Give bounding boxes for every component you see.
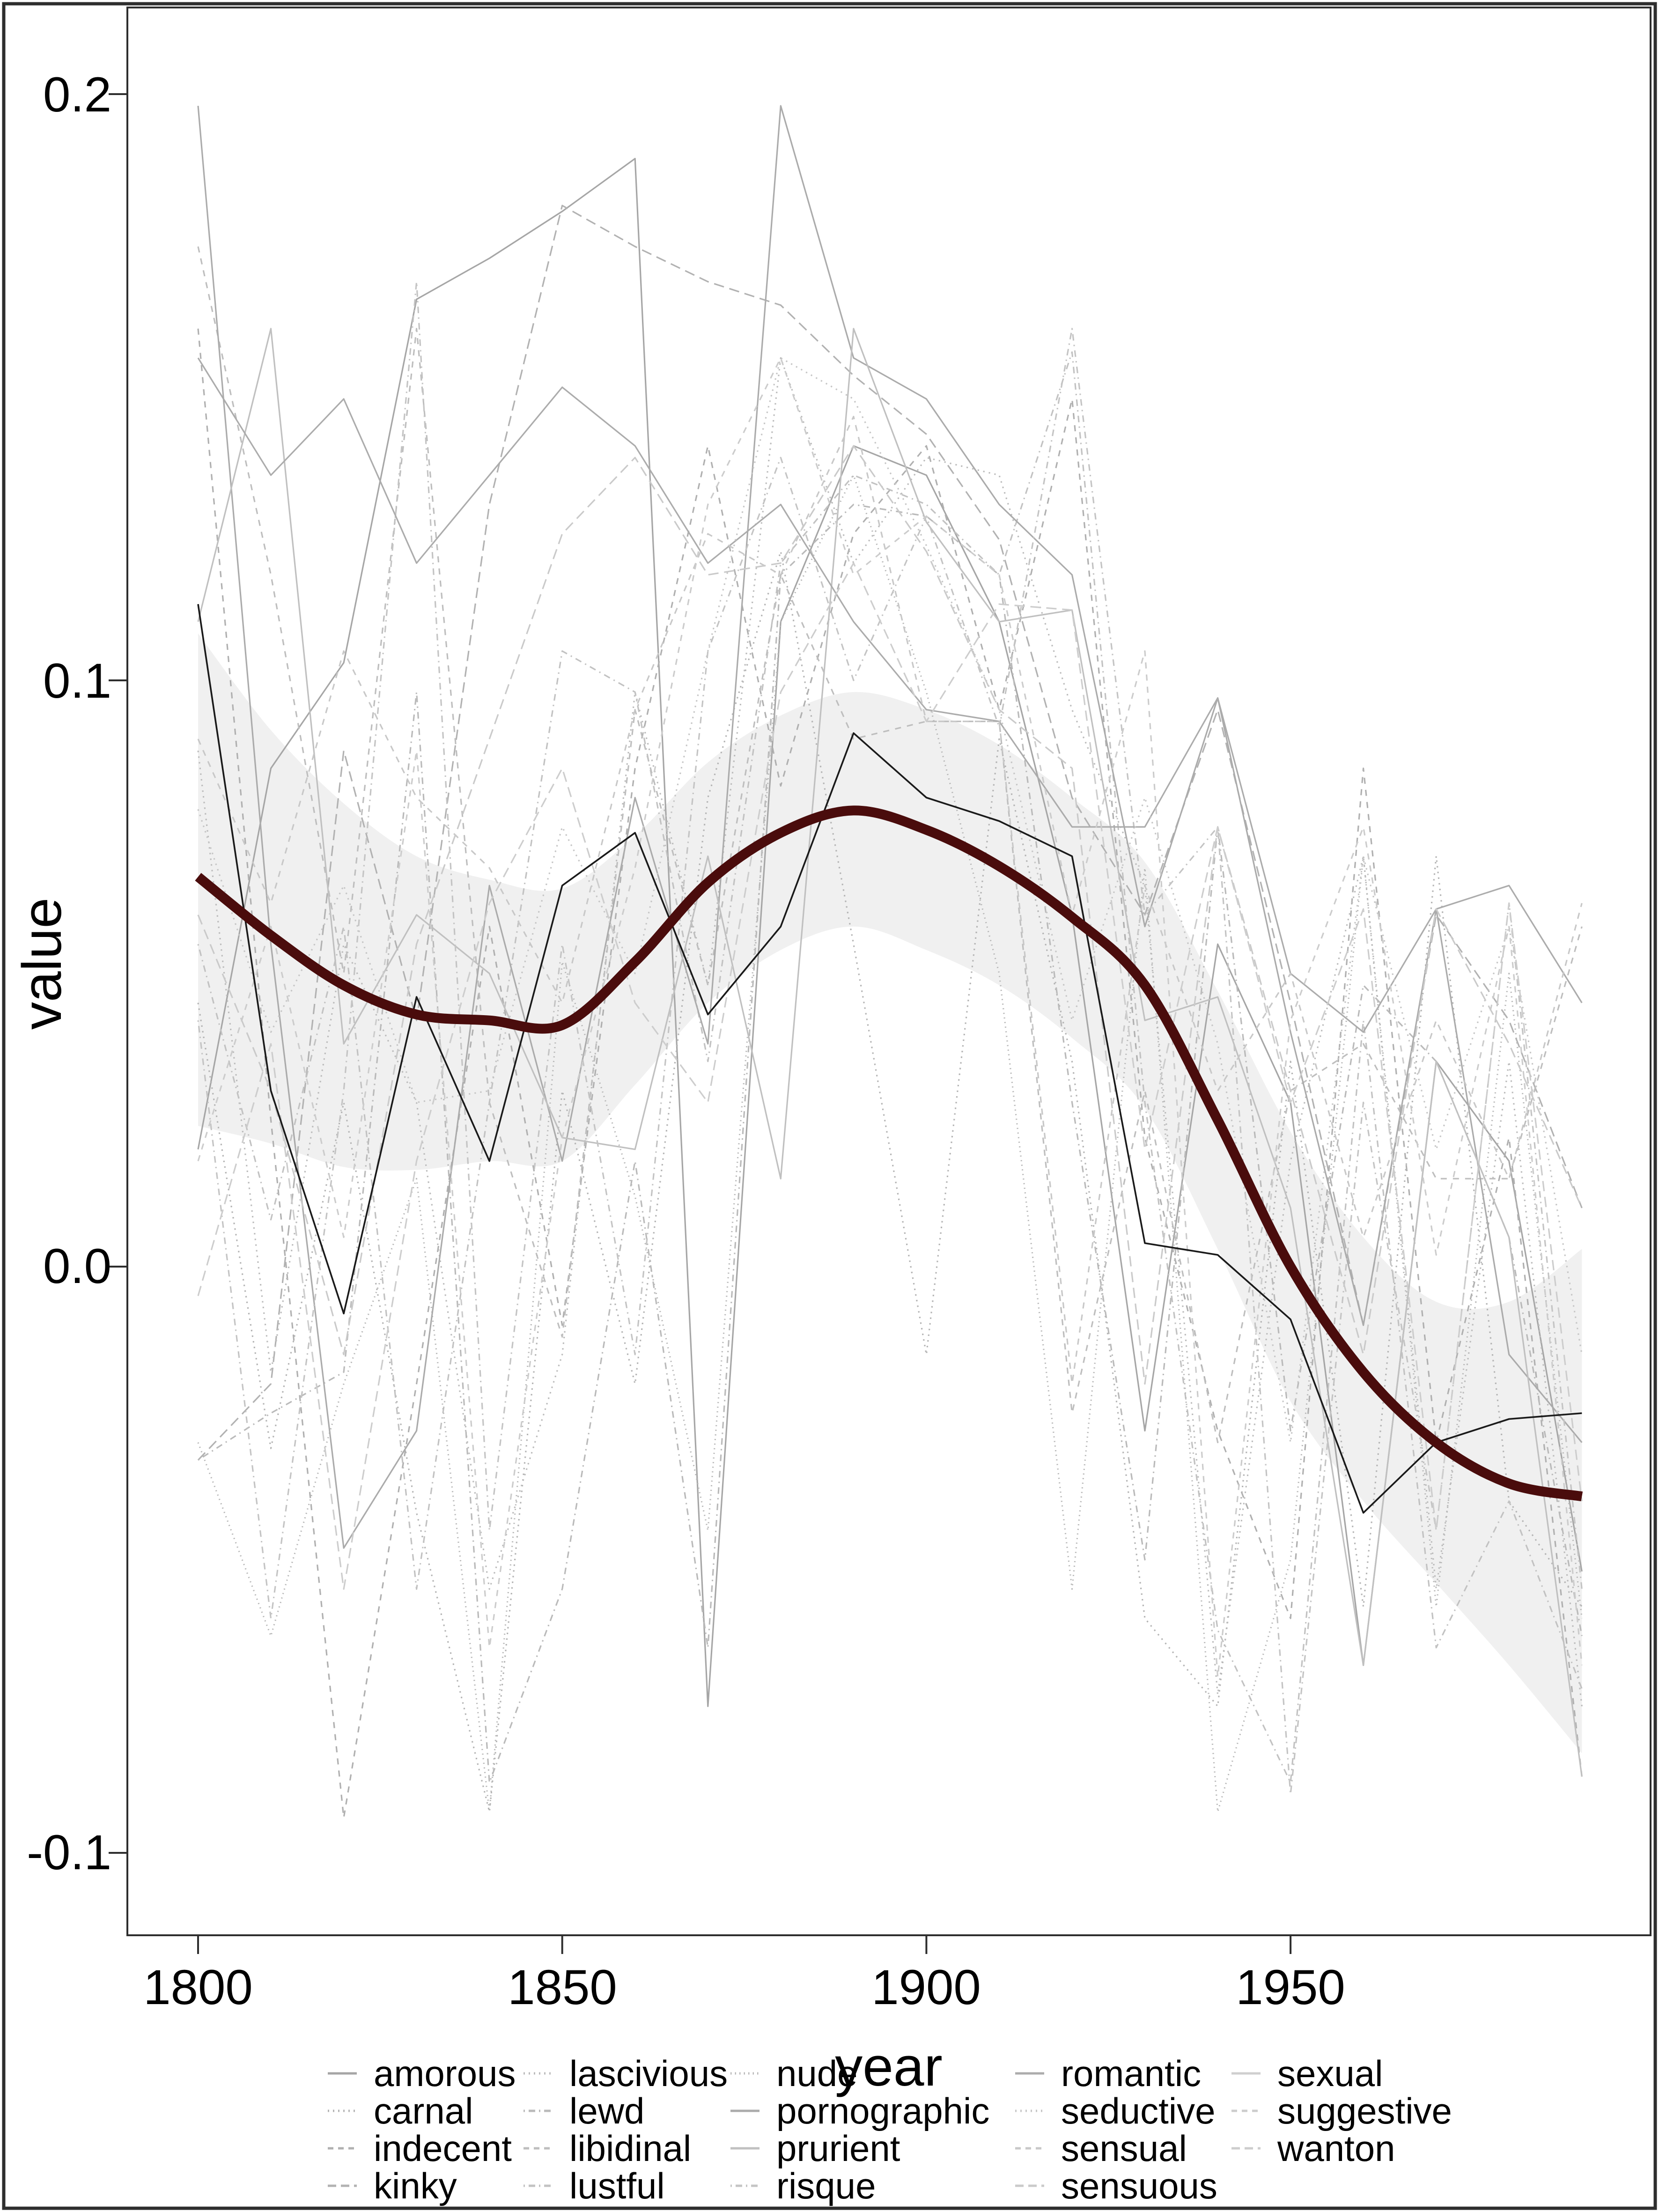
legend-label-seductive: seductive: [1061, 2090, 1216, 2131]
legend-label-libidinal: libidinal: [569, 2128, 692, 2169]
legend-label-indecent: indecent: [374, 2128, 512, 2169]
legend-label-sensuous: sensuous: [1061, 2165, 1217, 2206]
legend-key-suggestive-icon: [1231, 2109, 1261, 2112]
legend-item-sensuous: sensuous: [1015, 2167, 1217, 2205]
y-tick-label-2: 0.0: [43, 1239, 111, 1294]
panel-border: [126, 7, 1652, 1936]
legend-key-romantic-icon: [1015, 2072, 1044, 2075]
series-line-amorous: [197, 158, 1583, 1707]
legend-label-risque: risque: [776, 2165, 876, 2206]
series-line-nude: [197, 474, 1583, 1813]
legend-item-wanton: wanton: [1231, 2130, 1395, 2167]
legend-key-carnal-icon: [328, 2109, 357, 2112]
legend-key-risque-icon: [730, 2184, 759, 2187]
y-tick-label-0: 0.2: [43, 67, 111, 122]
series-line-prurient: [197, 328, 1583, 1777]
legend-item-amorous: amorous: [328, 2055, 516, 2092]
legend-item-libidinal: libidinal: [524, 2130, 691, 2167]
legend-key-kinky-icon: [328, 2184, 357, 2187]
series-line-sensual: [197, 415, 1583, 1385]
legend-label-carnal: carnal: [374, 2090, 473, 2131]
legend-label-nude: nude: [776, 2053, 858, 2094]
legend-key-lustful-icon: [524, 2184, 553, 2187]
legend-key-nude-icon: [730, 2072, 759, 2075]
series-line-suggestive: [197, 357, 1583, 1678]
legend-item-prurient: prurient: [730, 2130, 900, 2167]
legend-item-seductive: seductive: [1015, 2092, 1216, 2130]
legend-item-pornographic: pornographic: [730, 2092, 989, 2130]
legend-key-lewd-icon: [524, 2109, 553, 2112]
trend-line: [195, 805, 1583, 1502]
legend-key-prurient-icon: [730, 2147, 759, 2150]
legend-item-indecent: indecent: [328, 2130, 512, 2167]
legend-item-lustful: lustful: [524, 2167, 665, 2205]
y-tick-label-3: -0.1: [27, 1825, 111, 1880]
x-tick-label-0: 1800: [143, 1960, 253, 2015]
legend-label-lustful: lustful: [569, 2165, 665, 2206]
legend-item-risque: risque: [730, 2167, 876, 2205]
legend-key-indecent-icon: [328, 2147, 357, 2150]
legend-item-sensual: sensual: [1015, 2130, 1187, 2167]
legend-item-nude: nude: [730, 2055, 858, 2092]
confidence-band: [198, 633, 1582, 1754]
legend-key-sexual-icon: [1231, 2072, 1261, 2075]
legend-item-kinky: kinky: [328, 2167, 457, 2205]
legend-label-romantic: romantic: [1061, 2053, 1202, 2094]
series-line-sexual: [197, 604, 1582, 1514]
legend-item-suggestive: suggestive: [1231, 2092, 1452, 2130]
series-line-sensuous: [197, 445, 1583, 1385]
legend-key-lascivious-icon: [524, 2072, 553, 2075]
series-line-risque: [197, 280, 1583, 1795]
x-tick-label-1: 1850: [508, 1960, 617, 2015]
series-line-wanton: [197, 562, 1583, 1590]
legend-key-pornographic-icon: [730, 2109, 759, 2112]
series-line-lustful: [197, 351, 1583, 1784]
legend-label-sensual: sensual: [1061, 2128, 1187, 2169]
legend-label-lascivious: lascivious: [569, 2053, 728, 2094]
legend-label-lewd: lewd: [569, 2090, 645, 2131]
x-axis-title: year: [835, 2036, 943, 2098]
y-axis-title: value: [11, 897, 73, 1030]
legend-label-suggestive: suggestive: [1277, 2090, 1452, 2131]
legend-label-sexual: sexual: [1277, 2053, 1383, 2094]
x-tick-label-3: 1950: [1236, 1960, 1345, 2015]
series-line-romantic: [197, 357, 1583, 1033]
legend-item-carnal: carnal: [328, 2092, 473, 2130]
series-line-kinky: [197, 205, 1583, 1461]
legend-label-prurient: prurient: [776, 2128, 900, 2169]
legend-label-pornographic: pornographic: [776, 2090, 990, 2131]
legend-key-sensual-icon: [1015, 2147, 1044, 2150]
series-line-pornographic: [197, 105, 1583, 1549]
legend-key-seductive-icon: [1015, 2109, 1044, 2112]
legend-key-sensuous-icon: [1015, 2184, 1044, 2187]
legend-label-kinky: kinky: [374, 2165, 457, 2206]
x-tick-label-2: 1900: [871, 1960, 981, 2015]
legend-key-wanton-icon: [1231, 2147, 1261, 2150]
y-tick-label-1: 0.1: [43, 654, 111, 708]
legend-item-sexual: sexual: [1231, 2055, 1383, 2092]
legend-key-amorous-icon: [328, 2072, 357, 2075]
legend-label-amorous: amorous: [374, 2053, 516, 2094]
legend-item-romantic: romantic: [1015, 2055, 1201, 2092]
legend-item-lewd: lewd: [524, 2092, 644, 2130]
legend-item-lascivious: lascivious: [524, 2055, 728, 2092]
series-line-lewd: [198, 503, 1583, 1784]
series-line-carnal: [197, 550, 1583, 1813]
legend-key-libidinal-icon: [524, 2147, 553, 2150]
legend-label-wanton: wanton: [1277, 2128, 1395, 2169]
